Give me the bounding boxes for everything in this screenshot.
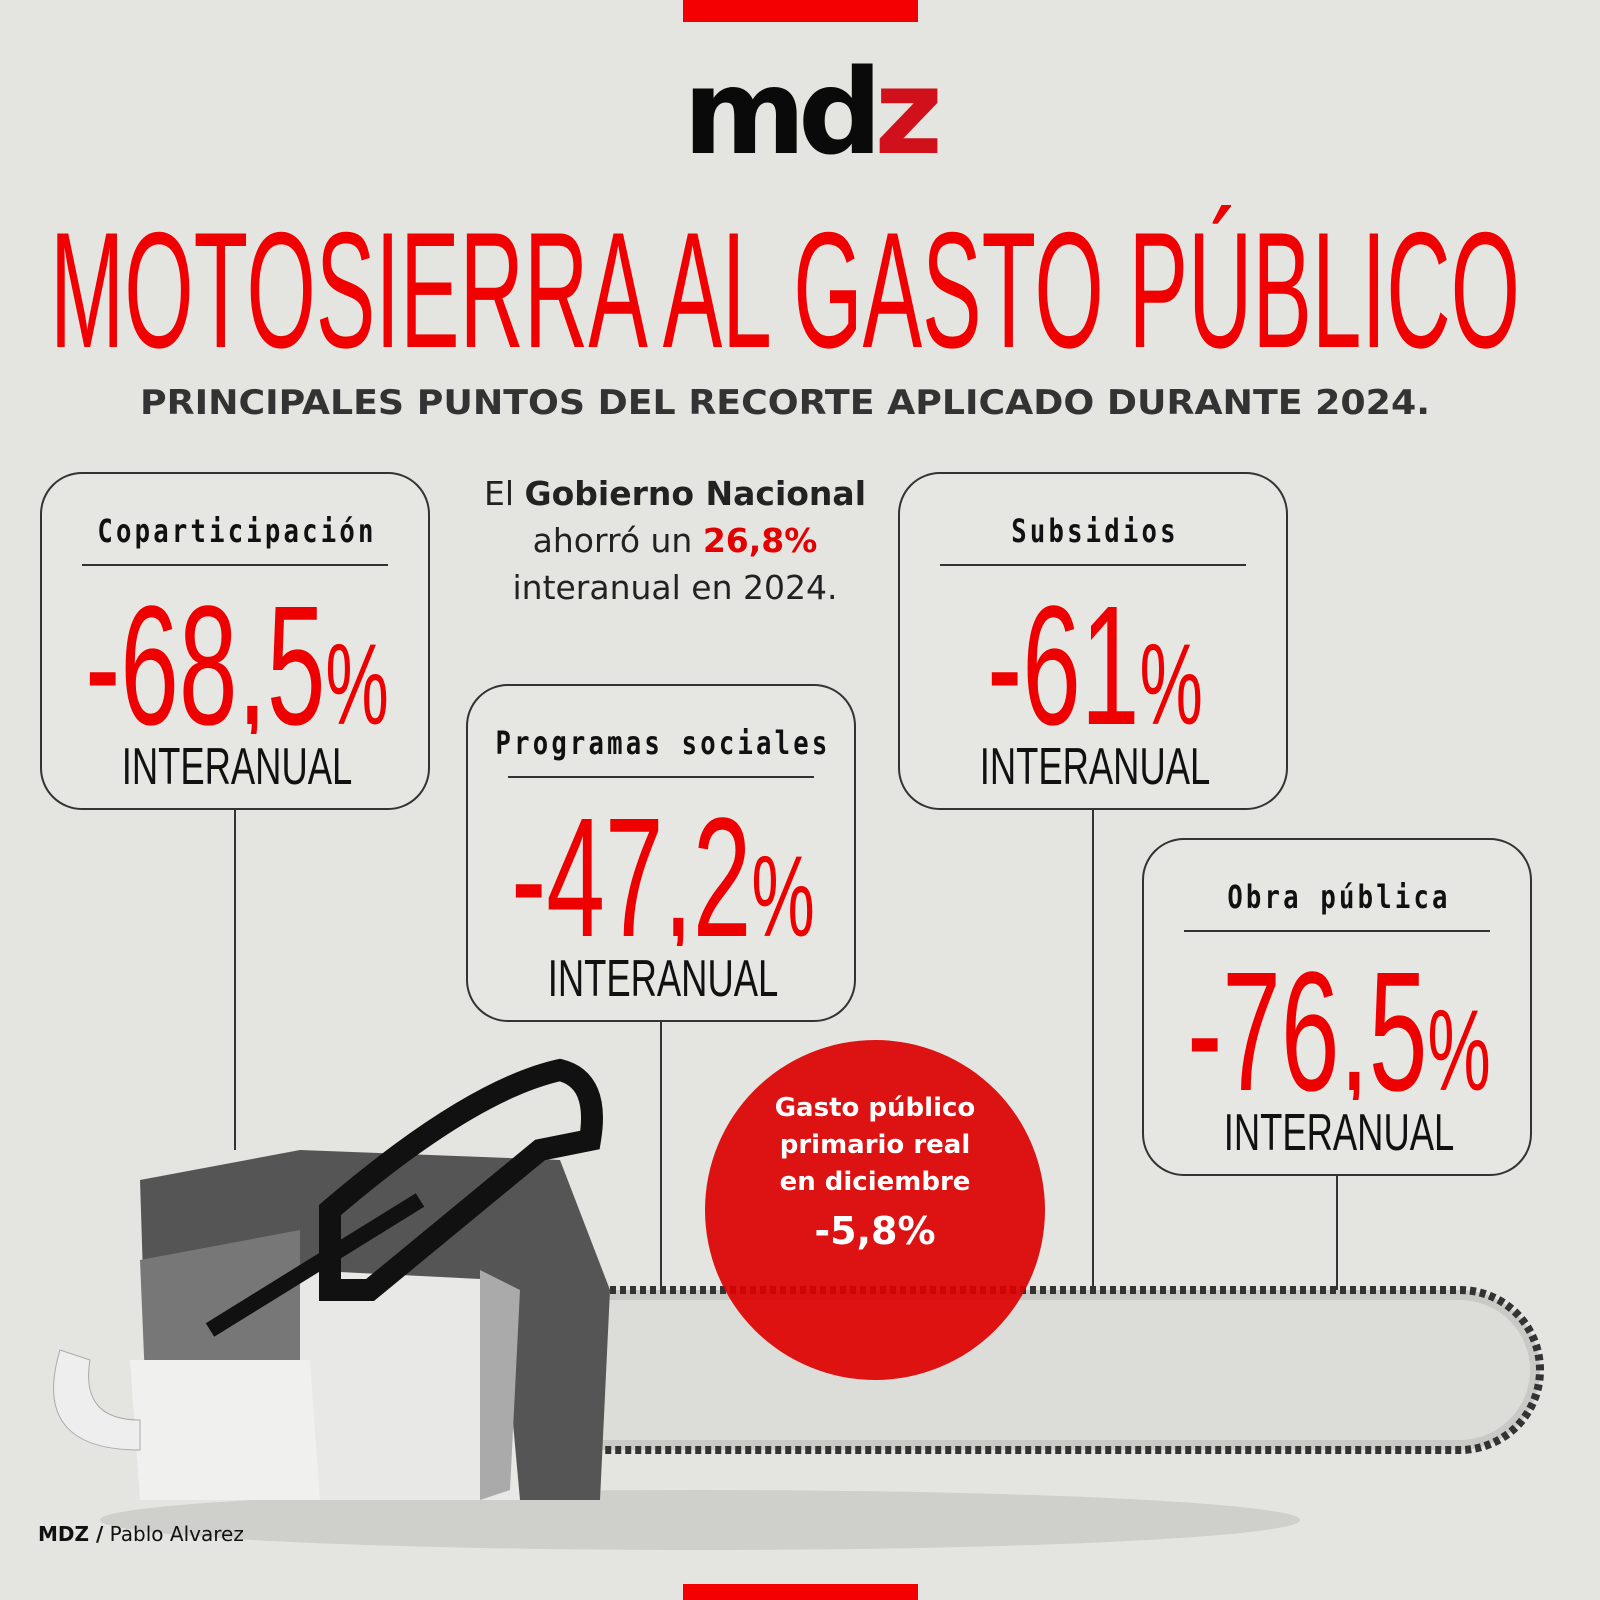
divider bbox=[940, 564, 1246, 566]
card-value: -47,2% bbox=[511, 786, 815, 946]
card-obra-publica: Obra pública -76,5%INTERANUAL bbox=[1142, 838, 1532, 1176]
card-label: Coparticipación bbox=[97, 512, 376, 550]
bottom-accent-bar bbox=[683, 1584, 918, 1600]
card-programas-sociales: Programas sociales -47,2%INTERANUAL bbox=[466, 684, 856, 1022]
card-label-wrap: Coparticipación bbox=[97, 512, 376, 550]
page-title: MOTOSIERRA AL GASTO PÚBLICO bbox=[50, 205, 1520, 365]
card-sub: INTERANUAL bbox=[122, 738, 353, 794]
circle-value: -5,8% bbox=[814, 1209, 936, 1253]
connector-line bbox=[660, 1022, 662, 1302]
card-value-wrap: -61% bbox=[987, 574, 1203, 734]
connector-line bbox=[234, 810, 236, 1150]
page-title-wrap: MOTOSIERRA AL GASTO PÚBLICO bbox=[50, 205, 1520, 365]
card-sub-wrap: INTERANUAL bbox=[122, 738, 353, 794]
summary-text: El Gobierno Nacional ahorró un 26,8% int… bbox=[483, 474, 867, 607]
card-sub: INTERANUAL bbox=[980, 738, 1211, 794]
card-sub: INTERANUAL bbox=[1224, 1104, 1455, 1160]
connector-line bbox=[1336, 1176, 1338, 1296]
card-value-wrap: -68,5% bbox=[85, 574, 389, 734]
highlight-circle: Gasto público primario real en diciembre… bbox=[705, 1040, 1045, 1380]
card-coparticipacion: Coparticipación -68,5%INTERANUAL bbox=[40, 472, 430, 810]
top-accent-bar bbox=[683, 0, 918, 22]
card-label: Subsidios bbox=[1011, 512, 1179, 550]
card-value: -68,5% bbox=[85, 574, 389, 734]
card-value: -76,5% bbox=[1187, 940, 1491, 1100]
card-sub-wrap: INTERANUAL bbox=[548, 950, 779, 1006]
credit: MDZ / Pablo Alvarez bbox=[38, 1522, 244, 1546]
divider bbox=[1184, 930, 1490, 932]
card-sub-wrap: INTERANUAL bbox=[1224, 1104, 1455, 1160]
circle-text: Gasto público primario real en diciembre bbox=[774, 1093, 976, 1197]
card-value-wrap: -47,2% bbox=[511, 786, 815, 946]
card-label-wrap: Programas sociales bbox=[495, 724, 830, 762]
card-sub-wrap: INTERANUAL bbox=[980, 738, 1211, 794]
card-sub: INTERANUAL bbox=[548, 950, 779, 1006]
card-label-wrap: Subsidios bbox=[1011, 512, 1179, 550]
page-subtitle: PRINCIPALES PUNTOS DEL RECORTE APLICADO … bbox=[140, 383, 1430, 423]
card-value: -61% bbox=[987, 574, 1203, 734]
card-label: Obra pública bbox=[1227, 878, 1450, 916]
divider bbox=[82, 564, 388, 566]
divider bbox=[508, 776, 814, 778]
page-subtitle-wrap: PRINCIPALES PUNTOS DEL RECORTE APLICADO … bbox=[140, 383, 1430, 423]
card-subsidios: Subsidios -61% INTERANUAL bbox=[898, 472, 1288, 810]
card-value-wrap: -76,5% bbox=[1187, 940, 1491, 1100]
mdz-logo: mdz bbox=[683, 43, 943, 181]
card-label: Programas sociales bbox=[495, 724, 830, 762]
connector-line bbox=[1092, 810, 1094, 1290]
card-label-wrap: Obra pública bbox=[1227, 878, 1450, 916]
